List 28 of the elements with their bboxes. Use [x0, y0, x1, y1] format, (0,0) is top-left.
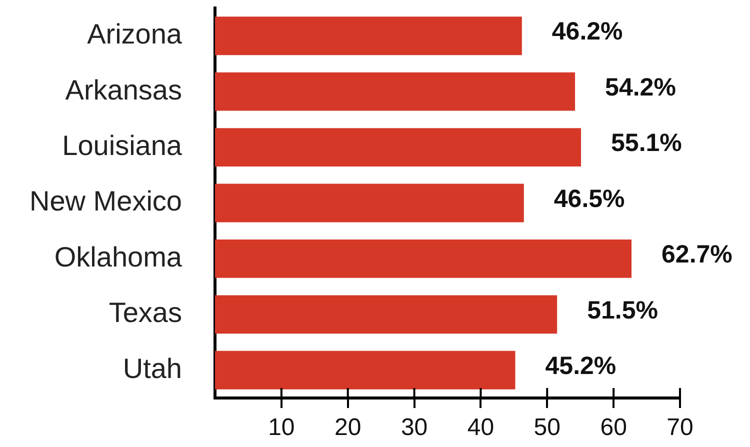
y-tick-label: Arkansas [65, 74, 182, 106]
x-tick-label: 50 [534, 414, 560, 442]
data-label: 46.5% [554, 184, 625, 213]
data-label: 62.7% [662, 240, 732, 269]
y-tick-label: Oklahoma [54, 241, 182, 272]
x-tick-label: 30 [400, 414, 428, 442]
y-tick-label: Texas [108, 297, 182, 328]
y-tick-label: Louisiana [62, 130, 182, 162]
bar [215, 16, 522, 56]
x-tick-label: 10 [268, 414, 295, 442]
y-tick-label: Utah [122, 352, 182, 384]
bar [215, 128, 582, 167]
y-tick-label: Arizona [87, 18, 182, 50]
y-tick-label: New Mexico [30, 186, 182, 217]
bar [215, 350, 516, 390]
x-tick-label: 40 [467, 414, 494, 442]
data-label: 45.2% [545, 352, 616, 380]
bar [215, 295, 558, 334]
bar [215, 72, 576, 111]
data-label: 46.2% [552, 18, 623, 46]
x-tick-label: 20 [334, 414, 362, 442]
data-label: 51.5% [587, 296, 658, 324]
x-tick-label: 60 [600, 414, 627, 442]
x-tick-label: 70 [666, 414, 694, 442]
data-label: 55.1% [611, 129, 682, 158]
bar [215, 239, 632, 278]
data-label: 54.2% [605, 73, 676, 102]
bar [215, 184, 524, 222]
